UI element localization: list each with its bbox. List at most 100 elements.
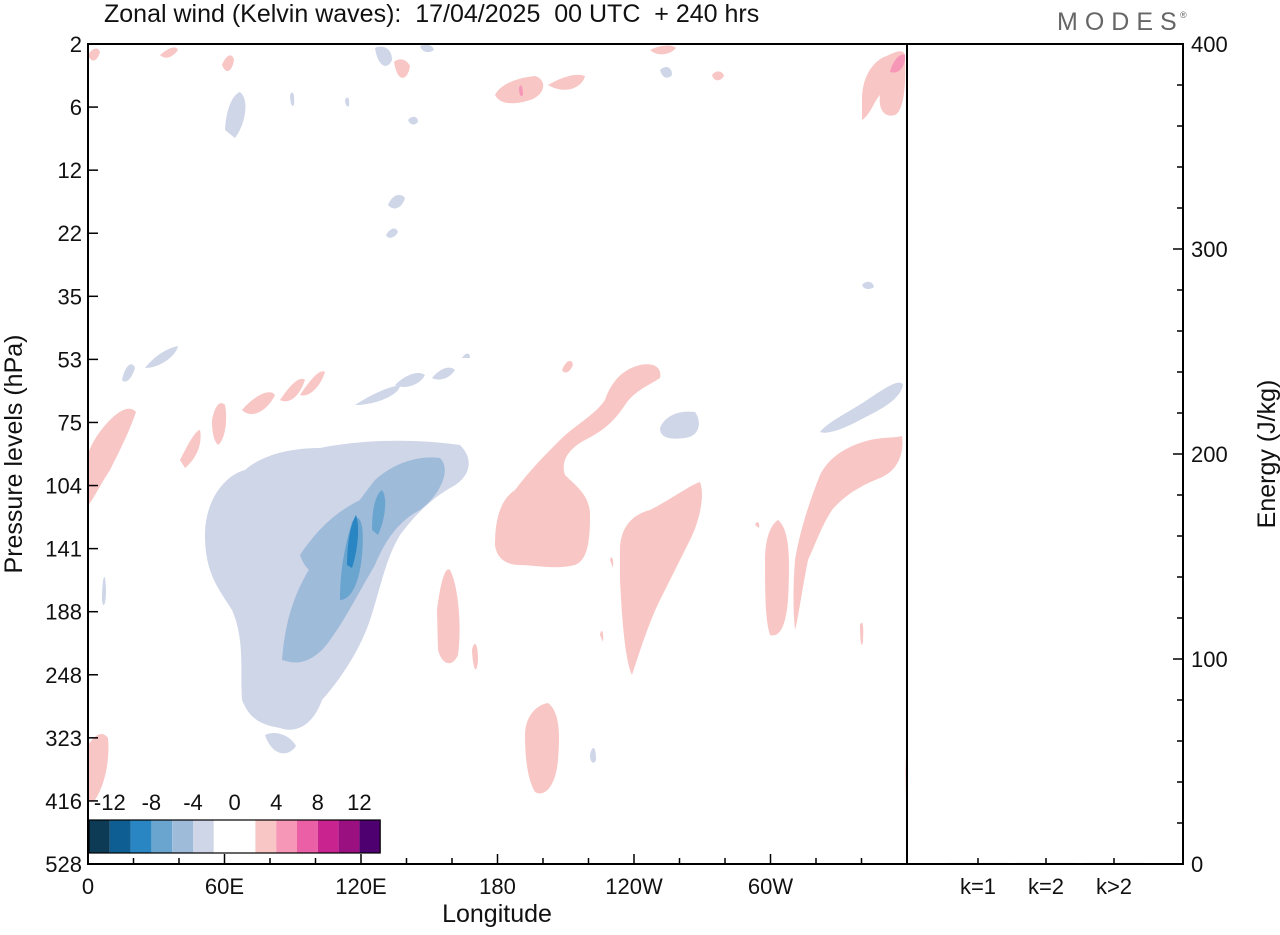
contour-region-45 [860, 622, 864, 645]
energy-frame [906, 43, 1184, 865]
legend-swatch-9 [276, 820, 297, 853]
legend-label--12: -12 [94, 790, 126, 815]
contour-region-54 [88, 48, 100, 61]
legend-swatch-8 [255, 820, 277, 853]
contour-region-35 [525, 703, 559, 794]
y-tick-label-12: 12 [58, 158, 82, 183]
y-axis-label: Pressure levels (hPa) [0, 335, 28, 574]
brand-logo: MODES [1057, 8, 1184, 36]
energy-tick-label-400: 400 [1191, 32, 1228, 57]
energy-bars: k=1 k=2 k>2 [948, 858, 1144, 899]
x-axis: 0 60E 120E 180 120W 60W [82, 854, 863, 899]
y-tick-label-75: 75 [58, 410, 82, 435]
x-tick-label-120E: 120E [335, 874, 386, 899]
y-tick-label-141: 141 [45, 537, 82, 562]
y-tick-label-528: 528 [45, 852, 82, 877]
legend-swatch-5 [193, 820, 214, 853]
contour-region-6 [372, 490, 386, 535]
y-tick-label-323: 323 [45, 726, 82, 751]
contour-region-47 [610, 557, 614, 568]
contour-region-50 [650, 45, 676, 55]
legend-swatch-0 [89, 820, 110, 853]
contour-region-36 [88, 408, 136, 505]
contour-region-59 [519, 85, 523, 97]
y-tick-label-22: 22 [58, 221, 82, 246]
contour-region-14 [432, 367, 455, 380]
contour-region-18 [225, 92, 246, 138]
contour-region-12 [355, 385, 400, 405]
x-axis-label: Longitude [442, 900, 552, 928]
legend-swatch-13 [359, 820, 381, 853]
contour-region-32 [793, 436, 903, 630]
contour-region-58 [890, 54, 906, 73]
hovmoller-frame [87, 43, 908, 865]
y-tick-label-2: 2 [70, 32, 82, 57]
y-axis: 2 6 12 22 35 53 75 104 141 188 248 323 416 528 [45, 32, 98, 877]
contour-region-20 [420, 44, 434, 53]
legend-swatch-1 [109, 820, 131, 853]
contour-region-34 [472, 644, 478, 670]
contour-region-29 [495, 364, 661, 568]
x-tick-label-180: 180 [479, 874, 516, 899]
x-tick-label-0: 0 [82, 874, 94, 899]
y-tick-label-248: 248 [45, 663, 82, 688]
legend-swatch-3 [151, 820, 173, 853]
energy-tick-label-300: 300 [1191, 237, 1228, 262]
contour-region-43 [562, 360, 573, 373]
contour-region-16 [660, 411, 699, 439]
energy-axis-label: Energy (J/kg) [1253, 380, 1280, 529]
legend-swatch-2 [130, 820, 152, 853]
contour-region-38 [180, 430, 201, 468]
contour-region-44 [755, 522, 760, 528]
contour-region-21 [388, 194, 405, 209]
contour-region-52 [222, 55, 234, 72]
contour-region-37 [88, 734, 109, 802]
legend-label-4: 4 [270, 790, 282, 815]
contour-region-41 [280, 378, 305, 402]
y-tick-label-416: 416 [45, 789, 82, 814]
contour-region-3 [282, 457, 445, 663]
energy-cat-label-k=1: k=1 [960, 874, 996, 899]
energy-cat-label-k=2: k=2 [1028, 874, 1064, 899]
contour-region-53 [160, 47, 178, 58]
contour-region-23 [408, 116, 418, 125]
contour-region-17 [820, 382, 903, 433]
brand-registered-mark: ® [1180, 10, 1187, 20]
contour-region-55 [712, 71, 724, 81]
contour-region-22 [386, 228, 398, 238]
color-legend: -12 -8 -4 0 4 8 12 [88, 790, 381, 854]
contour-region-39 [212, 403, 227, 445]
legend-swatch-7 [234, 820, 256, 853]
contour-region-27 [345, 97, 350, 107]
y-tick-label-104: 104 [45, 474, 82, 499]
energy-tick-label-100: 100 [1191, 647, 1228, 672]
legend-swatch-6 [213, 820, 235, 853]
contour-region-51 [394, 59, 410, 78]
x-tick-label-60E: 60E [205, 874, 244, 899]
contour-region-33 [437, 569, 460, 664]
contour-region-24 [862, 281, 874, 290]
y-tick-label-53: 53 [58, 347, 82, 372]
legend-label--8: -8 [142, 790, 162, 815]
y-tick-label-6: 6 [70, 95, 82, 120]
x-tick-label-60W: 60W [748, 874, 793, 899]
contour-region-8 [250, 540, 256, 555]
legend-swatch-12 [338, 820, 360, 853]
contour-region-11 [145, 346, 178, 368]
legend-swatch-11 [317, 820, 339, 853]
contour-region-26 [290, 92, 295, 106]
x-tick-label-120W: 120W [605, 874, 663, 899]
legend-label-8: 8 [312, 790, 324, 815]
contour-region-31 [765, 520, 789, 636]
contour-field [88, 44, 907, 802]
chart-title: Zonal wind (Kelvin waves): 17/04/2025 00… [104, 0, 760, 28]
energy-tick-label-200: 200 [1191, 442, 1228, 467]
y-tick-label-188: 188 [45, 600, 82, 625]
legend-swatch-4 [172, 820, 193, 853]
energy-axis: 0 100 200 300 400 [1173, 32, 1228, 877]
energy-tick-label-0: 0 [1191, 852, 1203, 877]
y-tick-label-35: 35 [58, 284, 82, 309]
contour-region-13 [395, 373, 425, 387]
